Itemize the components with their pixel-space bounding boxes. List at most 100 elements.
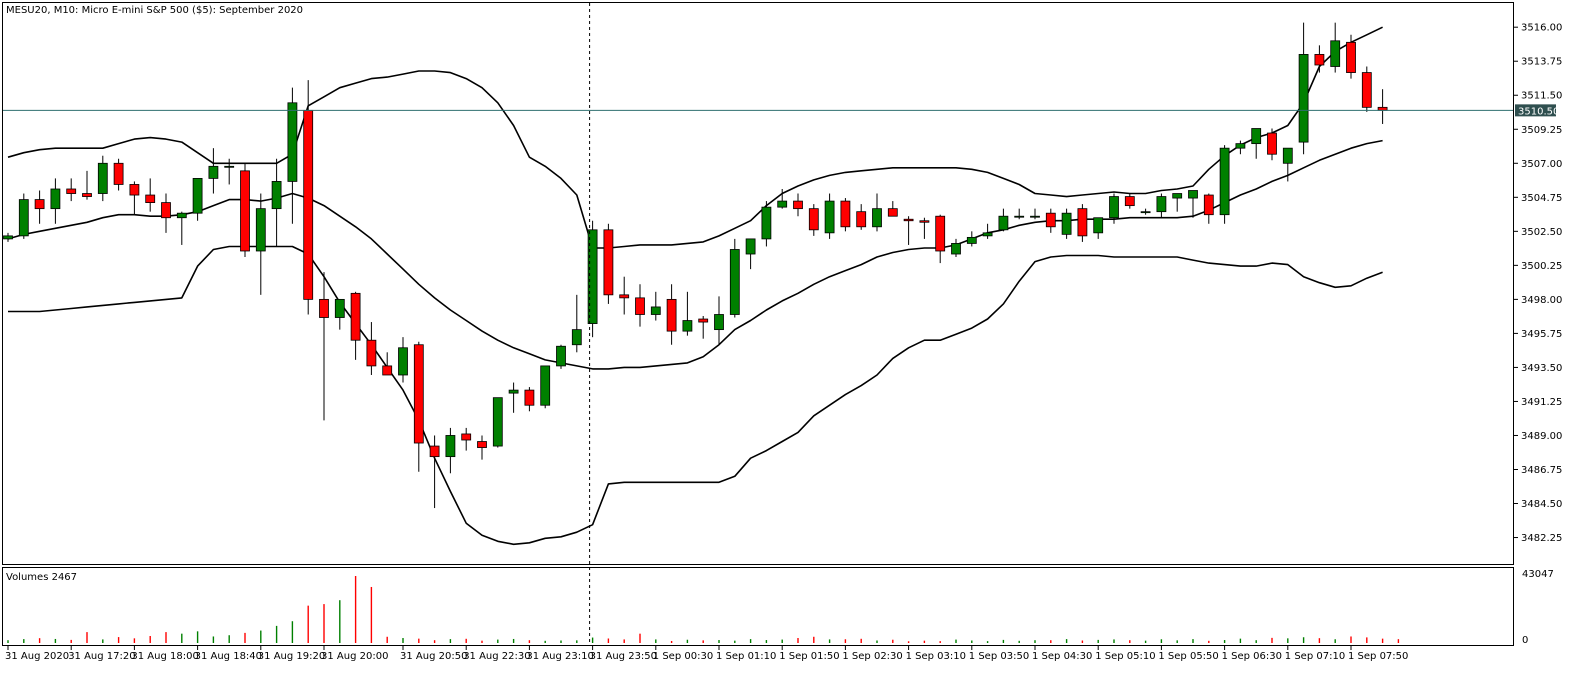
candle (240, 163, 250, 258)
candle (1203, 193, 1214, 224)
price-tick-label: 3495.75 (1521, 329, 1562, 340)
volume-bars (7, 576, 1400, 643)
candle-body (113, 162, 124, 185)
time-tick-label: 31 Aug 19:20 (258, 651, 325, 662)
candle (635, 284, 645, 327)
candle (682, 291, 693, 336)
candle (1124, 193, 1135, 209)
price-tick-label: 3489.00 (1521, 431, 1562, 442)
candle (1156, 193, 1167, 218)
candle (887, 201, 898, 217)
candle-body (777, 200, 788, 208)
time-tick-label: 1 Sep 03:10 (906, 651, 966, 662)
candle (34, 190, 45, 224)
last-price-badge (1515, 104, 1556, 117)
volume-zero-label: 0 (1522, 635, 1528, 646)
candle (666, 284, 677, 345)
candle-body (1251, 128, 1262, 145)
candle (1282, 147, 1293, 182)
candle (729, 238, 740, 318)
price-tick-label: 3516.00 (1521, 23, 1562, 34)
time-tick-label: 1 Sep 07:50 (1348, 651, 1408, 662)
candle (1061, 208, 1072, 239)
candle (1140, 208, 1151, 215)
candle (445, 427, 456, 474)
volume-label: Volumes 2467 (6, 572, 77, 583)
candle (761, 201, 772, 247)
candle-body (666, 298, 677, 332)
candle-body (34, 199, 45, 210)
candle (982, 223, 993, 239)
time-tick-label: 31 Aug 23:50 (590, 651, 657, 662)
candle-body (1077, 208, 1088, 237)
candle-body (445, 435, 456, 458)
candle (998, 208, 1009, 232)
candle-body (145, 194, 156, 204)
price-tick-label: 3502.50 (1521, 227, 1562, 238)
price-tick-label: 3509.25 (1521, 125, 1562, 136)
candle-body (840, 200, 851, 228)
candle (303, 80, 314, 315)
candle (429, 435, 440, 509)
candle (477, 435, 487, 460)
price-tick-label: 3484.50 (1521, 499, 1562, 510)
candle (1251, 128, 1262, 159)
candle (872, 193, 882, 232)
candle-body (966, 236, 977, 244)
candle (82, 170, 92, 200)
candle (508, 382, 519, 413)
candle (1188, 190, 1198, 218)
price-tick-label: 3513.75 (1521, 57, 1562, 68)
candle (192, 178, 203, 221)
time-tick-label: 1 Sep 01:10 (716, 651, 776, 662)
candle (698, 316, 709, 339)
candle-body (3, 235, 13, 240)
candle (50, 178, 61, 224)
candle-body (1235, 143, 1246, 149)
candle-body (1124, 196, 1135, 207)
price-tick-label: 3511.50 (1521, 91, 1562, 102)
candle (824, 193, 835, 239)
candle (398, 337, 408, 383)
candle-body (350, 292, 361, 341)
candle (856, 204, 867, 230)
candle (1014, 208, 1025, 220)
candle (413, 341, 424, 472)
candle-body (745, 238, 756, 255)
candle (208, 148, 219, 194)
volume-plot-frame (2, 567, 1514, 646)
candle-body (161, 202, 171, 219)
candle (966, 231, 977, 247)
candle (129, 181, 140, 215)
candle-body (66, 188, 77, 194)
price-tick-label: 3500.25 (1521, 261, 1562, 272)
candle-body (951, 243, 961, 255)
candle (319, 272, 329, 421)
candle-body (461, 433, 472, 441)
candle-body (382, 365, 393, 376)
candle-body (1014, 215, 1025, 218)
price-tick-label: 3493.50 (1521, 363, 1562, 374)
candle (840, 198, 851, 232)
price-tick-label: 3486.75 (1521, 465, 1562, 476)
candle-body (50, 188, 61, 210)
time-tick-label: 31 Aug 18:00 (131, 651, 198, 662)
candle (793, 193, 803, 217)
candle-body (1109, 196, 1119, 219)
candle (919, 217, 930, 239)
candle (540, 365, 551, 409)
candle-body (524, 389, 535, 406)
candle (1172, 193, 1183, 212)
candle (1235, 140, 1246, 155)
candle (1267, 128, 1277, 161)
candle-body (903, 218, 914, 222)
time-tick-label: 31 Aug 23:10 (526, 651, 593, 662)
candle (66, 178, 77, 202)
candle (492, 397, 503, 448)
candle-body (887, 208, 898, 217)
candle-body (1140, 211, 1151, 214)
candle (951, 238, 961, 258)
